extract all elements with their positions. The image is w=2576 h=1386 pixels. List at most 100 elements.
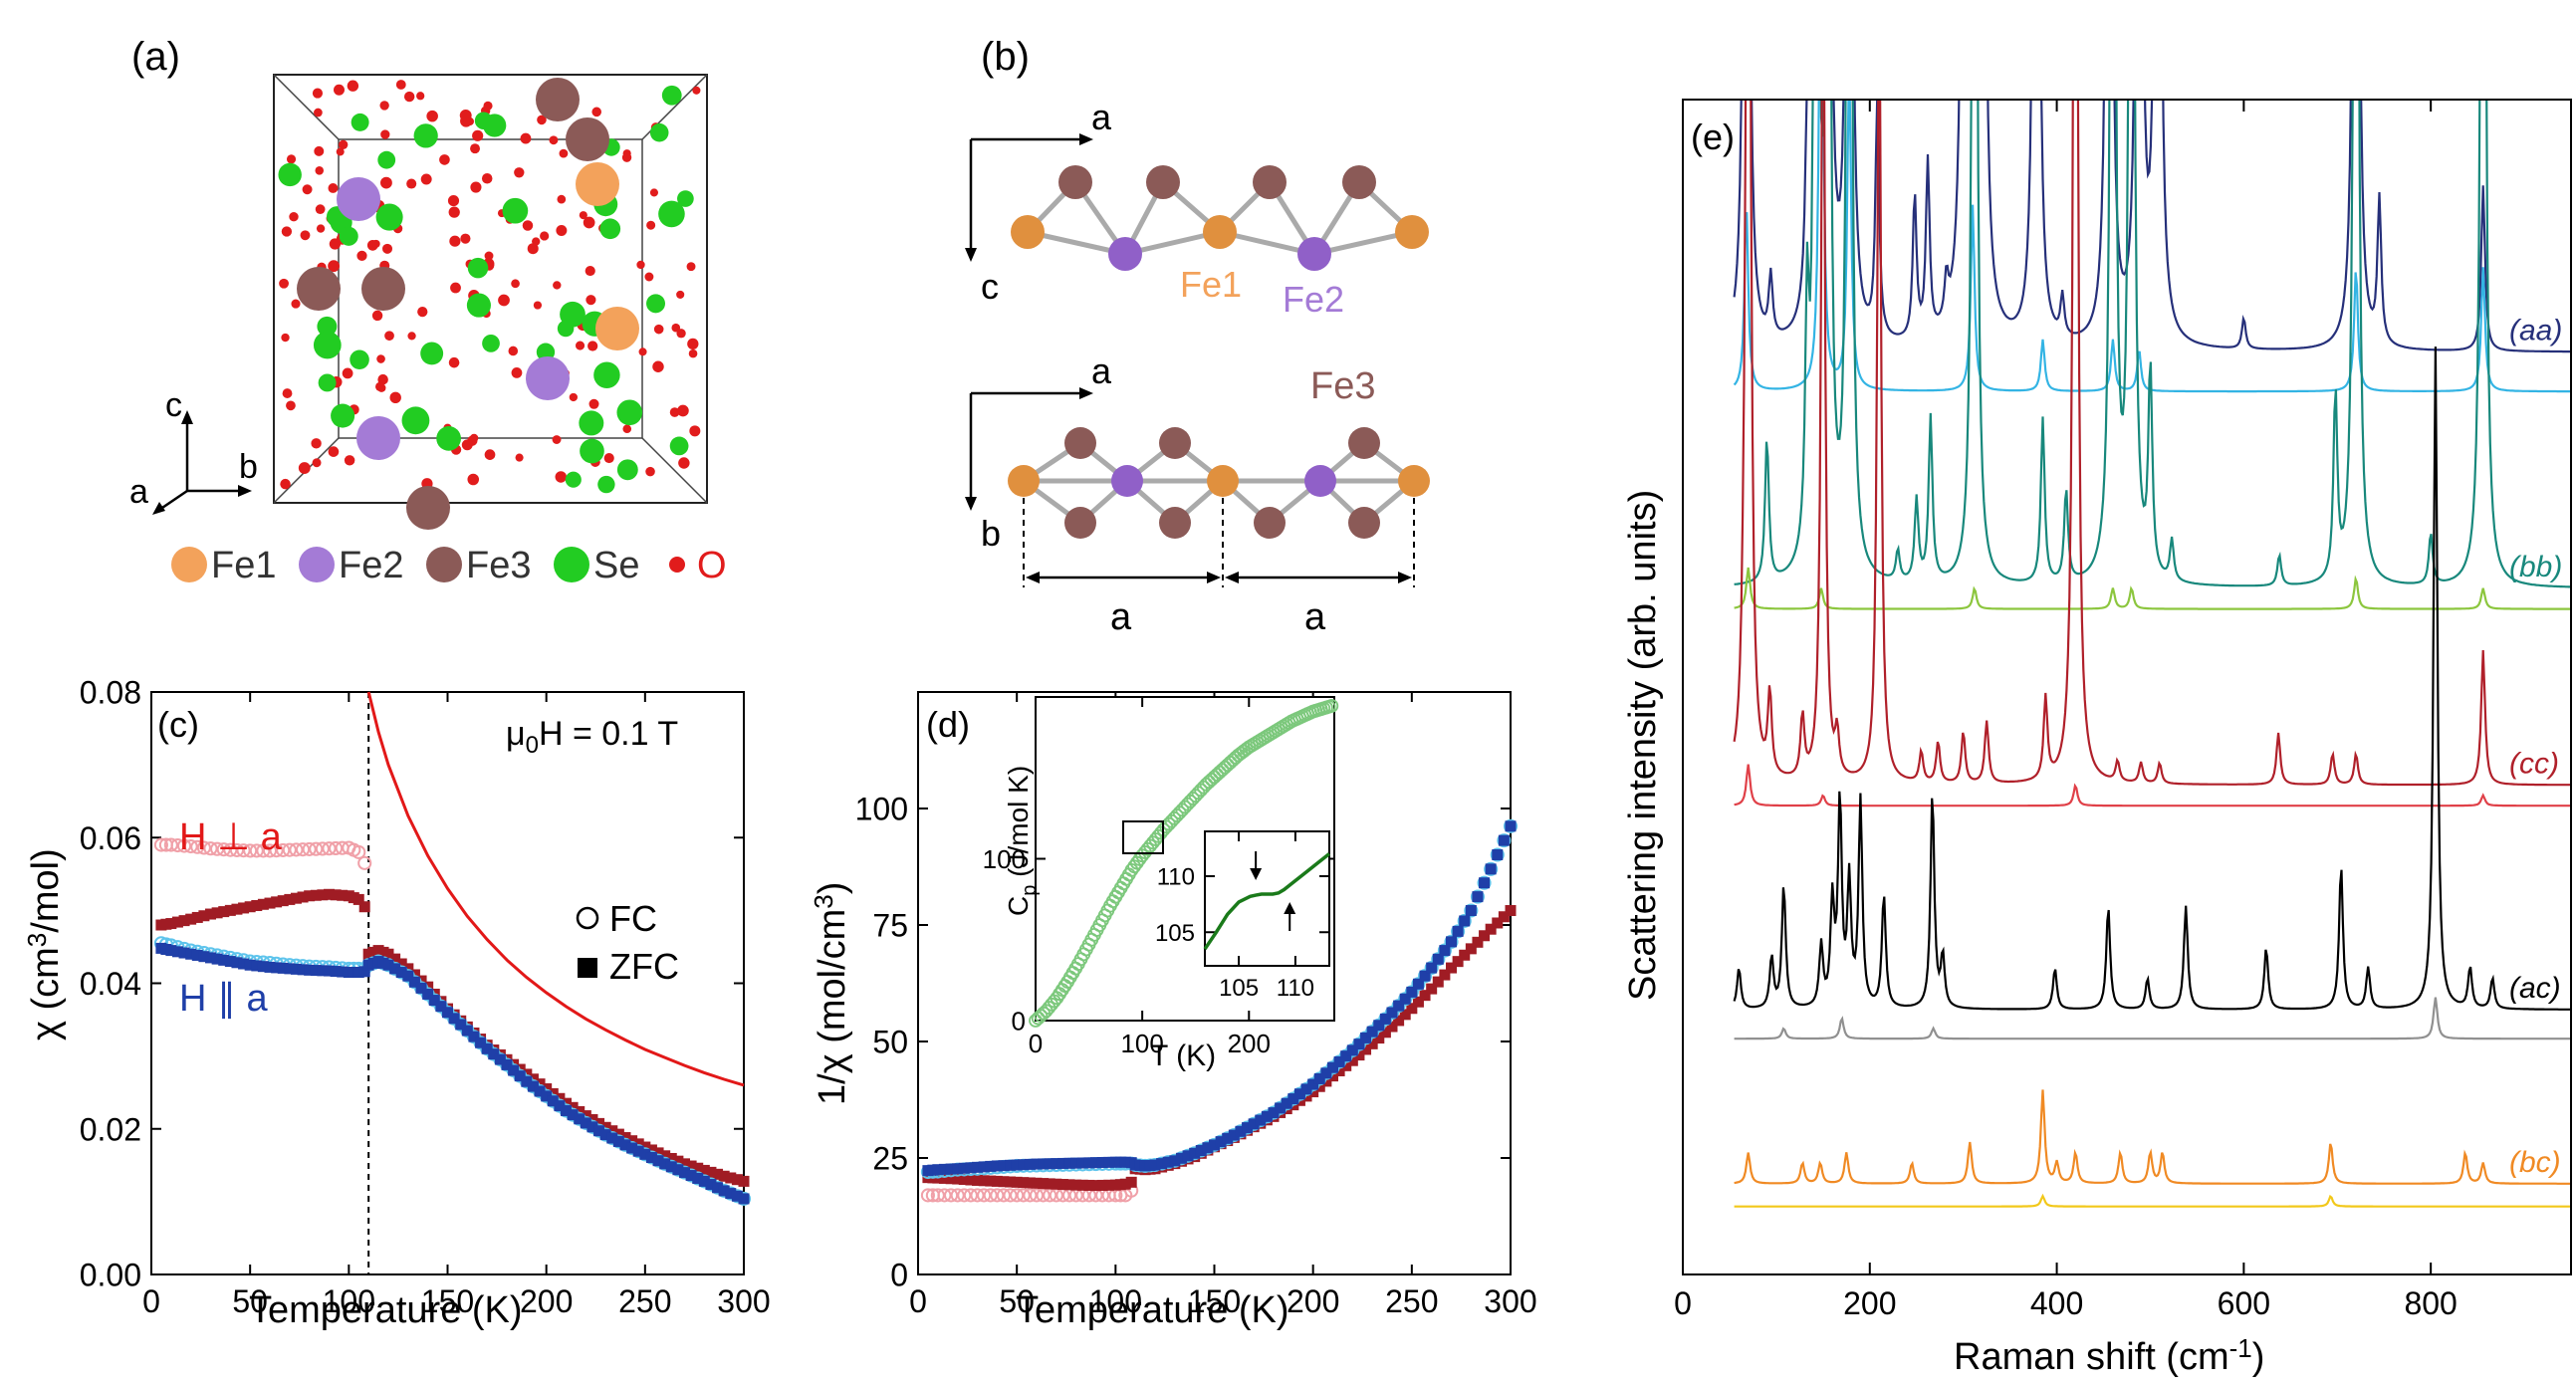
data-point xyxy=(945,1173,957,1185)
y-tick-label: 25 xyxy=(872,1141,908,1177)
data-point xyxy=(277,895,289,907)
data-point xyxy=(402,963,414,975)
data-point xyxy=(652,1155,664,1167)
data-point xyxy=(358,966,370,978)
spectrum-line xyxy=(1734,101,2570,588)
data-point xyxy=(309,841,324,856)
data-point xyxy=(210,841,225,856)
atom-se xyxy=(482,335,500,352)
data-point xyxy=(1485,863,1497,875)
data-point xyxy=(177,838,192,853)
data-point xyxy=(639,1148,651,1160)
atom-o xyxy=(298,462,311,474)
data-point xyxy=(554,1100,566,1112)
data-point xyxy=(290,963,302,975)
data-point xyxy=(415,982,427,994)
axis-triad: c b a xyxy=(129,386,258,515)
atom-se xyxy=(318,373,337,392)
atom-o xyxy=(279,278,289,289)
atom-o xyxy=(484,449,496,460)
data-point xyxy=(1051,1178,1062,1190)
atom-o xyxy=(426,110,438,122)
data-point xyxy=(1379,1013,1391,1025)
atom-o xyxy=(380,129,390,139)
data-point xyxy=(945,1163,957,1175)
data-point xyxy=(357,855,372,870)
data-point xyxy=(205,908,216,920)
atom-se xyxy=(350,349,369,370)
data-point xyxy=(1125,1176,1137,1188)
panel-c: 0 50 100 150 200 250 300 0.00 0.02 0.04 0.06 0.08 (… xyxy=(22,675,771,1331)
atom-se xyxy=(599,218,621,240)
panel-b: (b) a c Fe1 Fe2 xyxy=(965,35,1430,638)
atom-o xyxy=(461,439,473,451)
data-point xyxy=(251,900,263,911)
data-point xyxy=(269,843,284,858)
data-point xyxy=(665,1161,677,1173)
data-point xyxy=(1029,1188,1045,1203)
axis-c-label: c xyxy=(165,386,182,424)
data-point xyxy=(358,901,370,913)
atom-o xyxy=(621,152,632,162)
data-point xyxy=(1490,847,1505,862)
data-point xyxy=(442,1007,453,1019)
data-point xyxy=(330,966,342,978)
chain-top: a c Fe1 Fe2 xyxy=(965,97,1429,320)
atom-o xyxy=(356,250,367,261)
atom-o xyxy=(638,347,647,356)
atom-o xyxy=(384,331,394,342)
atom-fe xyxy=(337,177,380,221)
data-point xyxy=(991,1160,1003,1172)
data-point xyxy=(985,1160,997,1172)
atom-o xyxy=(515,453,524,462)
data-point xyxy=(1149,1159,1161,1171)
data-point xyxy=(236,843,251,858)
spectrum-label: (cc) xyxy=(2509,747,2559,780)
data-point xyxy=(1479,877,1491,889)
data-point xyxy=(395,958,407,970)
data-point xyxy=(277,962,289,974)
spectrum-line xyxy=(1734,567,2570,610)
data-point xyxy=(315,841,330,856)
data-point xyxy=(998,1160,1010,1172)
x-tick-label: 100 xyxy=(323,1283,375,1319)
b-top-axis-c: c xyxy=(981,266,999,307)
panel-e-label: (e) xyxy=(1691,116,1735,157)
data-point xyxy=(1485,923,1497,935)
atom-fe xyxy=(406,486,450,530)
spectrum-label: (bc) xyxy=(2509,1146,2561,1179)
panel-d-label: (d) xyxy=(926,704,970,745)
data-point xyxy=(606,1132,618,1144)
data-point xyxy=(1195,1145,1207,1157)
data-point xyxy=(1156,1158,1168,1170)
data-point xyxy=(1439,969,1451,981)
data-point xyxy=(1465,904,1477,916)
x-tick-label: 250 xyxy=(618,1283,671,1319)
data-point xyxy=(1307,1078,1319,1090)
x-tick-label: 50 xyxy=(232,1283,268,1319)
data-point xyxy=(1465,943,1477,955)
atom-fe xyxy=(526,356,570,400)
data-point xyxy=(389,953,401,965)
data-point xyxy=(1479,930,1491,942)
data-point xyxy=(1169,1155,1181,1167)
data-point xyxy=(567,1109,579,1121)
legend-o-label: O xyxy=(697,545,727,586)
data-point xyxy=(1346,1044,1358,1056)
spectrum-line xyxy=(1734,1193,2570,1208)
atom-o xyxy=(587,341,598,351)
data-point xyxy=(978,1175,990,1187)
data-point xyxy=(1038,1158,1050,1170)
atom-o xyxy=(380,176,392,189)
data-point xyxy=(1090,1180,1101,1192)
data-point xyxy=(302,841,317,857)
data-point xyxy=(612,1135,624,1147)
arrow-down-head xyxy=(1250,868,1263,880)
atom-o xyxy=(449,235,461,247)
spectrum-line xyxy=(1733,101,2570,787)
atom-se xyxy=(413,123,438,148)
y-tick-label: 75 xyxy=(872,908,908,944)
x-tick-label: 600 xyxy=(2218,1285,2270,1321)
data-point xyxy=(725,1172,737,1184)
data-point xyxy=(965,1174,977,1186)
